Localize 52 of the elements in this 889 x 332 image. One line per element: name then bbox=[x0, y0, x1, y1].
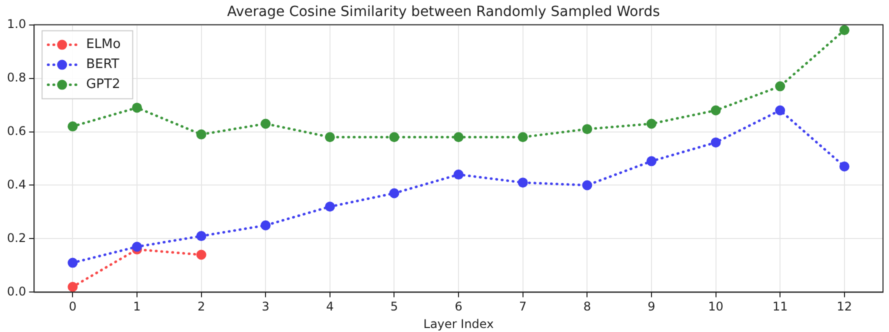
point bbox=[132, 102, 142, 113]
point bbox=[646, 156, 656, 166]
y-tick-label: 0.2 bbox=[6, 230, 26, 245]
point bbox=[775, 81, 786, 92]
point bbox=[196, 231, 206, 242]
legend-label: ELMo bbox=[86, 37, 121, 52]
y-tick-label: 0.6 bbox=[6, 124, 26, 138]
point bbox=[389, 188, 400, 198]
x-tick-label: 9 bbox=[648, 300, 656, 314]
x-tick-label: 5 bbox=[390, 300, 398, 314]
y-tick-label: 0.8 bbox=[6, 70, 26, 84]
chart-title: Average Cosine Similarity between Randomly Sampled Words bbox=[227, 4, 660, 20]
x-tick-label: 2 bbox=[197, 300, 206, 314]
x-tick-label: 4 bbox=[326, 300, 334, 314]
y-tick-label: 0.0 bbox=[6, 284, 26, 298]
x-tick-label: 11 bbox=[772, 300, 788, 314]
x-tick-label: 8 bbox=[583, 300, 591, 314]
point bbox=[260, 118, 271, 129]
y-tick-label: 0.4 bbox=[6, 177, 26, 192]
legend-label: BERT bbox=[86, 57, 120, 72]
point bbox=[68, 258, 78, 268]
point bbox=[196, 250, 206, 260]
x-tick-label: 3 bbox=[262, 300, 270, 314]
point bbox=[646, 118, 656, 129]
point bbox=[454, 170, 464, 180]
y-tick-label: 1.0 bbox=[6, 16, 26, 31]
x-tick-label: 7 bbox=[519, 300, 527, 314]
x-tick-label: 12 bbox=[836, 300, 852, 314]
point bbox=[839, 162, 850, 172]
point bbox=[518, 178, 528, 188]
point bbox=[582, 124, 592, 134]
point bbox=[196, 129, 206, 140]
point bbox=[389, 132, 400, 142]
point bbox=[260, 220, 271, 230]
point bbox=[68, 121, 78, 132]
point bbox=[582, 180, 592, 190]
point bbox=[518, 132, 528, 142]
point bbox=[324, 132, 335, 142]
x-tick-label: 1 bbox=[133, 300, 141, 314]
point bbox=[839, 25, 850, 36]
point bbox=[324, 202, 335, 212]
point bbox=[68, 282, 78, 292]
point bbox=[710, 105, 721, 116]
x-tick-label: 0 bbox=[68, 300, 76, 314]
x-tick-label: 6 bbox=[454, 300, 462, 314]
point bbox=[710, 137, 721, 148]
x-axis-title: Layer Index bbox=[423, 316, 494, 331]
point bbox=[454, 132, 464, 142]
legend-label: GPT2 bbox=[86, 77, 120, 92]
point bbox=[132, 242, 142, 252]
point bbox=[775, 105, 786, 116]
x-tick-label: 10 bbox=[708, 300, 724, 314]
